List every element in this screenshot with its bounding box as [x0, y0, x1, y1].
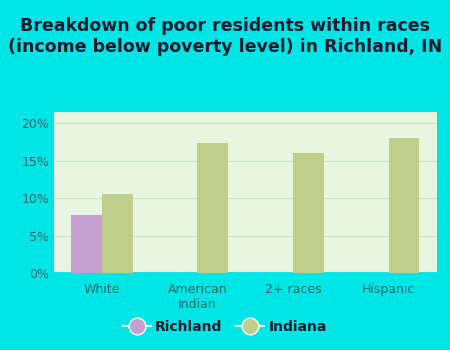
Text: Breakdown of poor residents within races
(income below poverty level) in Richlan: Breakdown of poor residents within races…: [8, 17, 442, 56]
Bar: [72, 215, 102, 273]
Bar: [293, 153, 324, 273]
Bar: [388, 138, 419, 273]
Bar: [102, 194, 133, 273]
Bar: [198, 144, 228, 273]
Legend: Richland, Indiana: Richland, Indiana: [118, 314, 332, 340]
